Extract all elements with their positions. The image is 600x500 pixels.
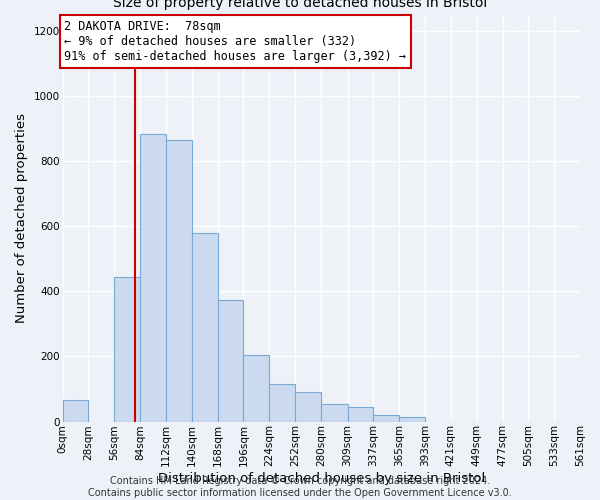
Bar (166, 140, 192, 422)
Bar (295, 392, 321, 422)
Bar (244, 355, 269, 422)
Bar (347, 407, 373, 422)
Bar (140, 134, 166, 422)
Bar (373, 415, 399, 422)
Y-axis label: Number of detached properties: Number of detached properties (15, 114, 28, 324)
X-axis label: Distribution of detached houses by size in Bristol: Distribution of detached houses by size … (158, 472, 485, 485)
Bar (218, 300, 244, 422)
Bar (321, 404, 347, 421)
Text: 2 DAKOTA DRIVE:  78sqm
← 9% of detached houses are smaller (332)
91% of semi-det: 2 DAKOTA DRIVE: 78sqm ← 9% of detached h… (64, 20, 406, 63)
Text: Contains HM Land Registry data © Crown copyright and database right 2024.
Contai: Contains HM Land Registry data © Crown c… (88, 476, 512, 498)
Bar (192, 233, 218, 422)
Bar (399, 416, 425, 422)
Text: Size of property relative to detached houses in Bristol: Size of property relative to detached ho… (113, 0, 487, 10)
Bar (114, 277, 140, 422)
Bar (62, 400, 88, 421)
Bar (269, 384, 295, 422)
